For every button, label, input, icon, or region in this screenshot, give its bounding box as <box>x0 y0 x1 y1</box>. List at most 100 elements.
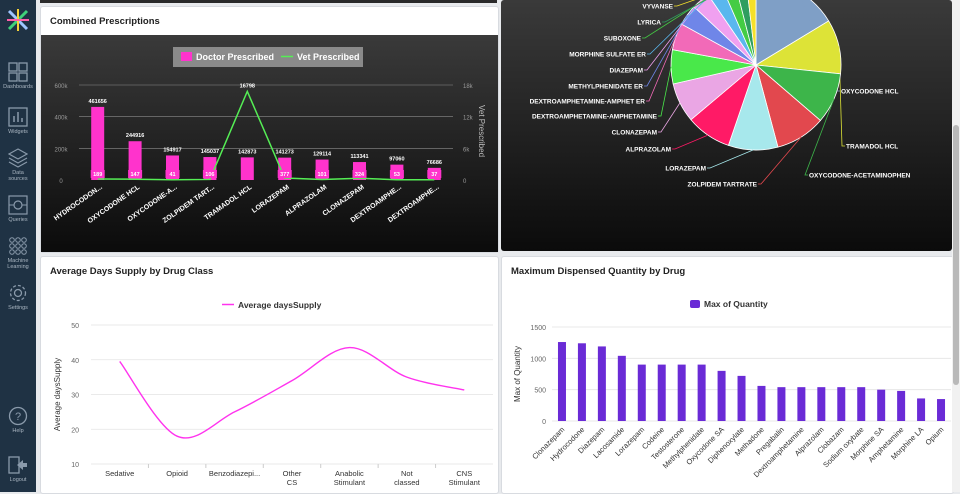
legend-label: Average daysSupply <box>238 300 322 310</box>
x-tick-label: classed <box>394 478 419 487</box>
vet-point-label-bg <box>315 170 330 178</box>
pie-slice-label: METHYLPHENIDATE ER <box>568 84 643 91</box>
pie-leader-line <box>804 98 835 176</box>
y-axis-label: Max of Quantity <box>513 346 522 402</box>
combined-chart-area: Doctor Prescribed Vet Prescribed 0 200k 400k… <box>41 35 498 252</box>
quantity-bar[interactable] <box>657 364 666 421</box>
doctor-bar-label: 129114 <box>313 152 332 158</box>
quantity-bar[interactable] <box>717 370 726 421</box>
y-tick: 10 <box>71 462 79 469</box>
svg-text:?: ? <box>15 411 21 423</box>
pie-slice-label: DIAZEPAM <box>610 68 643 75</box>
days-supply-panel: Average Days Supply by Drug Class Averag… <box>40 256 499 494</box>
vet-point-label-bg <box>389 170 404 178</box>
quantity-bar[interactable] <box>777 387 786 421</box>
y-left-tick: 0 <box>59 179 63 185</box>
quantity-bar[interactable] <box>637 364 646 421</box>
sidebar-item-label: Dashboards <box>3 84 33 90</box>
x-tick-label: Not <box>401 469 414 478</box>
page-scrollbar-thumb[interactable] <box>953 125 959 385</box>
pie-slice-label: LYRICA <box>637 20 661 27</box>
sidebar-item-widgets[interactable]: Widgets <box>0 107 36 135</box>
sidebar-item-help[interactable]: ? Help <box>0 406 36 434</box>
sidebar-item-label: Queries <box>8 217 28 223</box>
legend-swatch <box>690 300 700 308</box>
panel-title: Average Days Supply by Drug Class <box>50 266 214 277</box>
doctor-bar-label: 154917 <box>163 147 181 153</box>
vet-point-label: 147 <box>131 172 140 178</box>
doctor-bar[interactable] <box>240 157 254 180</box>
pie-panel: OXYCODONE HCL TRAMADOL HCL OXYCODONE-ACETA… <box>501 0 952 251</box>
y-tick: 1000 <box>530 356 546 363</box>
pie-leader-line <box>658 102 681 133</box>
sidebar-item-data-sources[interactable]: Data sources <box>0 148 36 182</box>
vet-point-label-bg <box>90 170 105 178</box>
quantity-bar[interactable] <box>897 390 906 421</box>
sidebar-item-label: Help <box>12 428 24 434</box>
pie-leader-line <box>672 134 709 150</box>
quantity-bar[interactable] <box>597 346 606 421</box>
x-tick-label: Other <box>283 469 302 478</box>
doctor-bar-label: 141273 <box>276 150 294 156</box>
vet-point-label-bg <box>165 170 180 178</box>
quantity-bar[interactable] <box>697 364 706 421</box>
quantity-bar[interactable] <box>677 364 686 421</box>
app-logo-icon[interactable] <box>6 8 30 37</box>
sidebar-item-logout[interactable]: Logout <box>0 455 36 483</box>
vet-line[interactable] <box>97 89 435 181</box>
quantity-bar[interactable] <box>937 399 946 421</box>
x-tick-label: Sedative <box>105 469 134 478</box>
days-supply-line[interactable] <box>119 346 465 439</box>
sidebar-item-settings[interactable]: Settings <box>0 283 36 311</box>
y-tick: 20 <box>71 427 79 434</box>
vet-point-label: 41 <box>169 172 175 178</box>
pie-slice[interactable] <box>708 0 757 66</box>
pie-slice-label: ZOLPIDEM TARTRATE <box>688 182 758 189</box>
pie-slice-label: ALPRAZOLAM <box>626 147 672 154</box>
combined-prescriptions-panel: Combined Prescriptions Doctor Prescribed… <box>40 6 499 253</box>
quantity-bar[interactable] <box>577 343 586 421</box>
sidebar-item-label: Data sources <box>8 170 28 182</box>
days-legend[interactable]: Average daysSupply <box>222 300 322 310</box>
qty-legend[interactable]: Max of Quantity <box>690 299 768 309</box>
quantity-bar[interactable] <box>817 387 826 421</box>
quantity-bar[interactable] <box>757 385 766 421</box>
y-tick: 50 <box>71 323 79 330</box>
pie-slice[interactable] <box>735 0 757 66</box>
y-right-tick: 18k <box>463 84 474 90</box>
doctor-bar[interactable] <box>91 106 105 180</box>
pie-slice[interactable] <box>722 0 757 66</box>
vet-point-label: 189 <box>93 172 102 178</box>
pie-leader-line <box>644 14 688 87</box>
pie-slice[interactable] <box>755 0 830 66</box>
sidebar-item-dashboards[interactable]: Dashboards <box>0 62 36 90</box>
quantity-bar[interactable] <box>737 375 746 421</box>
quantity-bar[interactable] <box>557 342 566 421</box>
x-tick-label: Stimulant <box>334 478 366 487</box>
max-quantity-chart: Max of Quantity 0 500 1000 1500 Max of Quanti… <box>513 299 951 479</box>
quantity-bar[interactable] <box>837 387 846 421</box>
y-left-tick: 200k <box>54 147 68 153</box>
pie-slice-label: CLONAZEPAM <box>612 130 657 137</box>
x-tick-label: LORAZEPAM <box>251 184 291 215</box>
pie-slice-label: SUBOXONE <box>604 36 642 43</box>
x-tick-label: Stimulant <box>449 478 481 487</box>
sidebar-item-machine-learning[interactable]: Machine Learning <box>0 236 36 270</box>
quantity-bar[interactable] <box>917 398 926 421</box>
logout-icon <box>8 456 27 474</box>
pie-leader-line <box>707 149 754 169</box>
vet-point-label: 101 <box>318 172 327 178</box>
quantity-bar[interactable] <box>797 387 806 421</box>
quantity-bar[interactable] <box>617 355 626 421</box>
sidebar: Dashboards Widgets Data sources Queries … <box>0 0 36 492</box>
quantity-bar[interactable] <box>877 389 886 421</box>
pie-slice-label: VYVANSE <box>642 4 673 11</box>
pie-slice-label: LORAZEPAM <box>665 166 706 173</box>
sidebar-item-queries[interactable]: Queries <box>0 195 36 223</box>
quantity-bar[interactable] <box>857 387 866 421</box>
vet-point-label-bg <box>277 170 292 178</box>
pie-slice-label: OXYCODONE-ACETAMINOPHEN <box>809 173 911 180</box>
pie-slice[interactable] <box>746 0 757 66</box>
y-axis-label: Average daysSupply <box>53 358 62 431</box>
combined-legend[interactable]: Doctor Prescribed Vet Prescribed <box>173 47 363 67</box>
